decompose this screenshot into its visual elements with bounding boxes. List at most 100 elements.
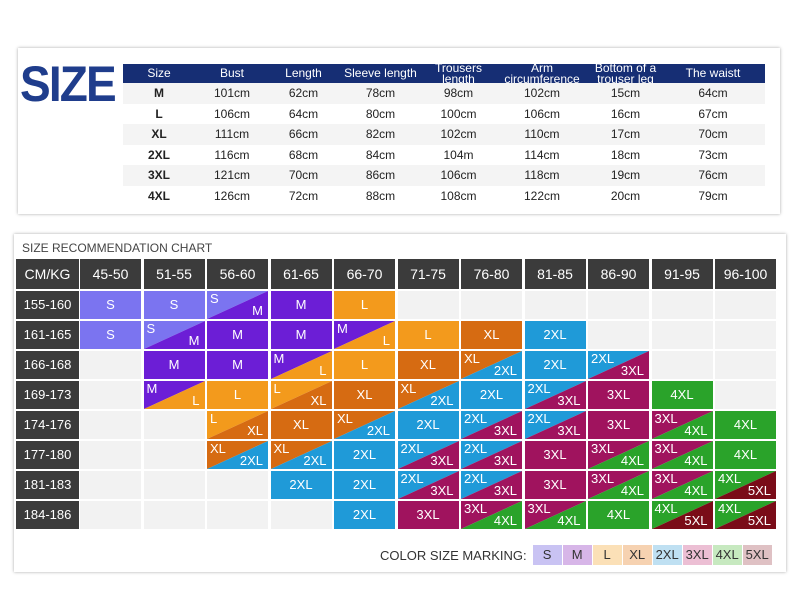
size-cell-label: 2XL <box>239 453 263 468</box>
weight-header: 61-65 <box>270 259 332 289</box>
lower-size-triangle <box>334 321 395 349</box>
size-cell-label: L <box>360 357 369 372</box>
lower-size-triangle <box>397 381 459 409</box>
lower-size-triangle <box>270 351 332 379</box>
table-header-cell: Size <box>147 66 171 80</box>
split-cell-shape <box>715 501 776 529</box>
lower-size-triangle <box>207 291 268 319</box>
size-cell <box>397 291 459 319</box>
lower-size-triangle <box>588 351 649 379</box>
size-cell-label: 2XL <box>400 471 424 486</box>
size-cell-label: 3XL <box>557 393 581 408</box>
size-cell: 4XL <box>588 501 649 529</box>
legend-swatch: 5XL <box>742 545 772 565</box>
size-cell: 4XL <box>651 381 713 409</box>
legend-label: COLOR SIZE MARKING: <box>380 547 527 563</box>
size-cell <box>461 291 522 319</box>
lower-size-triangle <box>334 411 395 439</box>
size-cell-label: 3XL <box>654 411 678 426</box>
table-cell: 110cm <box>524 127 560 141</box>
table-cell: 78cm <box>365 86 396 100</box>
size-cell: 3XL 4XL <box>588 471 649 499</box>
table-cell: 108cm <box>440 188 477 203</box>
lower-size-triangle <box>651 471 713 499</box>
table-cell: 98cm <box>443 86 474 100</box>
table-cell: 64cm <box>698 86 728 100</box>
lower-size-triangle <box>143 381 205 409</box>
size-cell-label: 2XL <box>591 351 615 366</box>
weight-header: 45-50 <box>80 259 141 289</box>
table-cell: 114cm <box>524 147 560 162</box>
table-cell: 106cm <box>213 106 251 121</box>
table-cell: 84cm <box>365 147 396 162</box>
size-cell <box>715 291 776 319</box>
table-cell: 86cm <box>365 168 396 182</box>
legend-swatch: M <box>562 545 592 565</box>
height-header: 169-173 <box>16 381 79 409</box>
size-cell-label: L <box>424 327 432 342</box>
size-cell-label: XL <box>273 441 290 456</box>
table-cell: 106cm <box>440 168 477 182</box>
split-cell-shape <box>461 351 522 379</box>
size-cell: 2XL 3XL <box>588 351 649 379</box>
lower-size-triangle <box>651 411 713 439</box>
lower-size-triangle <box>207 441 268 469</box>
size-cell <box>715 351 776 379</box>
table-cell: 66cm <box>288 127 319 141</box>
size-cell-label: 2XL <box>352 447 377 462</box>
split-cell-shape <box>651 411 713 439</box>
size-cell: 2XL 3XL <box>461 441 522 469</box>
size-cell-label: 2XL <box>464 441 488 456</box>
split-cell-shape <box>270 351 332 379</box>
size-cell <box>651 351 713 379</box>
split-cell-shape <box>397 381 459 409</box>
size-cell: 4XL 5XL <box>651 501 713 529</box>
size-cell-label: 2XL <box>527 381 551 396</box>
size-cell-label: 4XL <box>684 483 708 498</box>
size-cell-label: S <box>146 321 156 336</box>
size-cell-label: XL <box>420 357 436 372</box>
size-cell <box>651 321 713 349</box>
size-cell-label: 3XL <box>430 453 454 468</box>
size-cell-label: 3XL <box>654 471 678 486</box>
size-cell-label: 3XL <box>543 477 567 492</box>
size-cell: 2XL <box>334 501 395 529</box>
size-cell <box>715 381 776 409</box>
size-cell <box>588 291 649 319</box>
table-cell: 4XL <box>147 188 170 203</box>
lower-size-triangle <box>461 441 522 469</box>
size-cell <box>80 441 141 469</box>
size-cell: 2XL <box>334 441 395 469</box>
table-cell: 72cm <box>288 188 319 203</box>
table-cell: 104m <box>443 147 474 162</box>
size-cell: 2XL 3XL <box>461 411 522 439</box>
size-cell-label: 3XL <box>654 441 678 456</box>
lower-size-triangle <box>207 411 268 439</box>
size-cell: 2XL <box>397 411 459 439</box>
size-cell-label: 4XL <box>733 447 758 462</box>
table-cell: XL <box>151 127 167 141</box>
size-cell-label: 2XL <box>416 417 440 432</box>
size-cell-label: 2XL <box>527 411 551 426</box>
table-header-cell: Bottom of a trouser leg <box>594 64 657 83</box>
size-cell: S <box>80 291 141 319</box>
size-cell: 3XL 4XL <box>588 441 649 469</box>
size-cell: XL <box>334 381 395 409</box>
table-cell: 17cm <box>610 127 641 141</box>
size-cell-label: 4XL <box>493 513 517 528</box>
table-cell: 18cm <box>610 147 641 162</box>
size-cell-label: M <box>295 327 307 342</box>
size-cell: 3XL <box>524 471 586 499</box>
split-cell-shape <box>334 321 395 349</box>
size-cell-label: 4XL <box>620 453 644 468</box>
table-cell: 62cm <box>288 86 319 100</box>
size-cell-label: S <box>106 297 115 312</box>
size-cell-label: 3XL <box>606 387 631 402</box>
size-cell <box>80 381 141 409</box>
size-cell-label: 3XL <box>430 483 454 498</box>
lower-size-triangle <box>270 441 332 469</box>
size-cell: XL <box>270 411 332 439</box>
size-cell-label: 3XL <box>606 417 631 432</box>
size-cell-label: 4XL <box>620 483 644 498</box>
